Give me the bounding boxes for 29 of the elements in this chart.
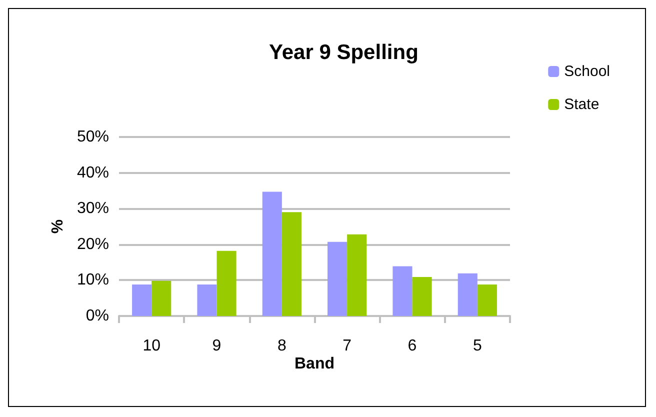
legend-label: State <box>564 96 600 113</box>
legend-label: School <box>564 63 610 80</box>
y-tick-label: 30% <box>76 200 109 218</box>
bar <box>152 280 172 316</box>
y-axis-title: % <box>50 219 67 234</box>
x-axis-title: Band <box>294 356 334 372</box>
y-tick-label: 10% <box>76 272 109 289</box>
y-tick-label: 50% <box>76 128 109 146</box>
x-tick-label: 9 <box>212 338 222 354</box>
x-tick-label: 8 <box>277 338 286 354</box>
bar <box>477 284 497 316</box>
y-tick-label: 40% <box>76 164 109 182</box>
bar <box>262 192 282 316</box>
x-tick-label: 7 <box>342 338 352 354</box>
x-tick-label: 10 <box>142 338 161 354</box>
bar <box>458 273 478 316</box>
bar <box>216 250 236 316</box>
x-tick-label: 5 <box>472 338 482 354</box>
bar <box>197 284 217 316</box>
bar <box>392 266 412 316</box>
bar <box>412 276 432 316</box>
chart-title: Year 9 Spelling <box>269 41 418 64</box>
bar <box>328 242 348 316</box>
bar <box>282 212 302 316</box>
bar <box>132 284 152 316</box>
y-tick-label: 0% <box>86 308 109 324</box>
y-tick-label: 20% <box>76 236 109 253</box>
bar <box>347 234 367 316</box>
x-tick-label: 6 <box>408 338 417 354</box>
